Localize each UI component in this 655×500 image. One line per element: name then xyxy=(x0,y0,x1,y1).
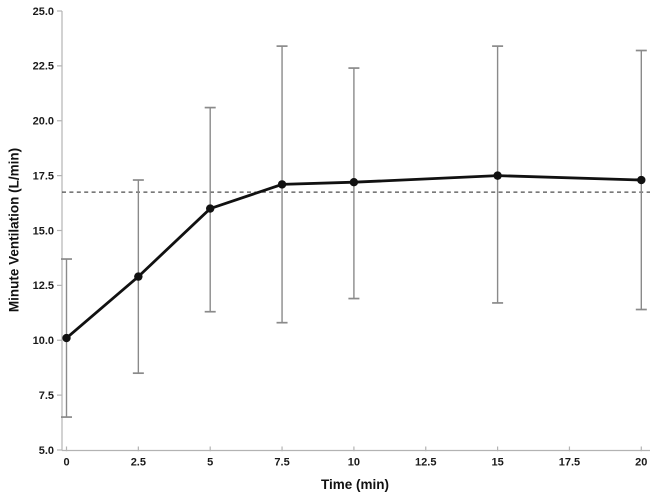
x-axis-tick-label: 12.5 xyxy=(415,457,436,469)
data-point-marker xyxy=(206,204,215,213)
x-axis-tick-label: 10 xyxy=(348,457,360,469)
data-point-marker xyxy=(134,272,143,281)
x-axis-title: Time (min) xyxy=(320,477,389,492)
y-axis-tick-label: 15.0 xyxy=(33,225,54,237)
data-point-marker xyxy=(62,333,71,343)
y-axis-tick-label: 22.5 xyxy=(33,61,54,73)
data-point-marker xyxy=(277,180,287,189)
data-point-marker xyxy=(349,178,359,187)
y-axis-title: Minute Ventilation (L/min) xyxy=(6,147,22,313)
y-axis-tick-label: 5.0 xyxy=(39,445,54,457)
y-axis-tick-label: 10.0 xyxy=(33,335,54,347)
y-axis-tick-label: 25.0 xyxy=(33,6,54,18)
y-axis-tick-label: 7.5 xyxy=(39,390,54,402)
x-axis-tick-label: 17.5 xyxy=(559,457,580,469)
y-axis-tick-label: 20.0 xyxy=(33,116,54,128)
data-point-marker xyxy=(493,171,502,180)
x-axis-tick-label: 2.5 xyxy=(131,457,146,469)
x-axis-tick-label: 0 xyxy=(63,457,69,469)
x-axis-tick-label: 15 xyxy=(491,457,503,469)
data-point-marker xyxy=(637,175,646,185)
x-axis-tick-label: 5 xyxy=(207,457,213,469)
y-axis-tick-label: 12.5 xyxy=(33,280,54,292)
y-axis-tick-label: 17.5 xyxy=(33,170,54,182)
x-axis-tick-label: 7.5 xyxy=(274,457,289,469)
x-axis-tick-label: 20 xyxy=(635,457,647,469)
